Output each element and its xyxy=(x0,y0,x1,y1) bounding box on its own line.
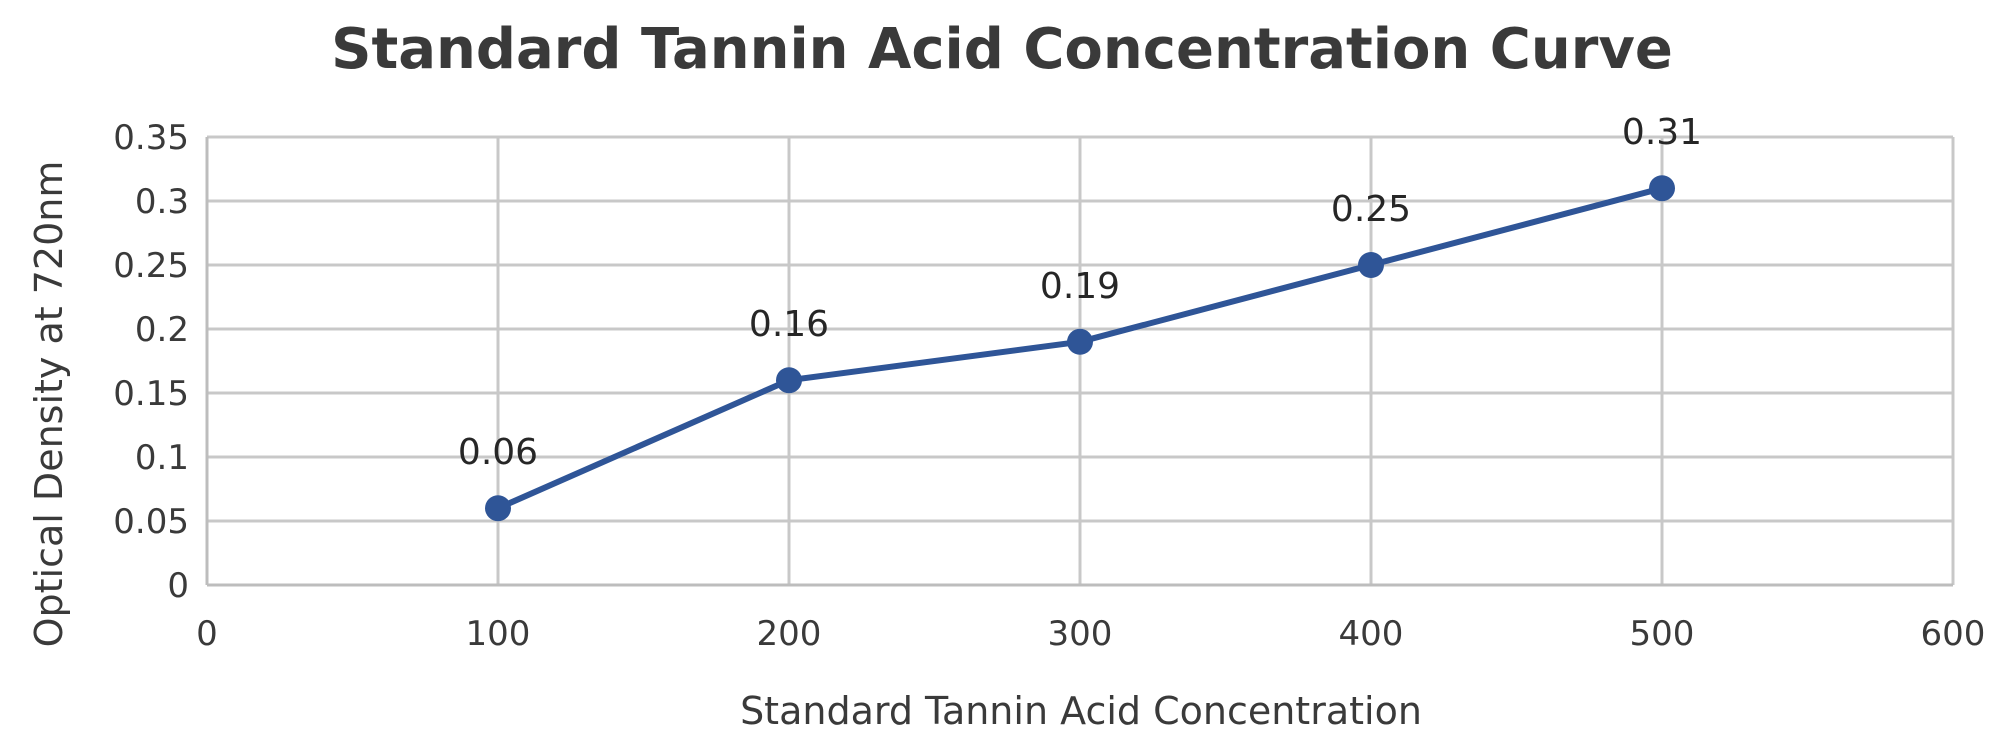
data-point xyxy=(1649,175,1675,202)
x-axis-label: Standard Tannin Acid Concentration xyxy=(740,689,1422,733)
data-label: 0.25 xyxy=(1331,189,1411,230)
x-tick-label: 600 xyxy=(1921,614,1986,654)
data-point xyxy=(1067,328,1093,355)
y-axis-label: Optical Density at 720nm xyxy=(27,161,71,648)
y-tick-label: 0.35 xyxy=(113,118,189,158)
data-label: 0.31 xyxy=(1622,112,1702,153)
x-tick-label: 400 xyxy=(1339,614,1404,654)
y-tick-label: 0.3 xyxy=(135,182,189,222)
data-label: 0.19 xyxy=(1040,266,1120,307)
x-tick-label: 500 xyxy=(1630,614,1695,654)
axes xyxy=(205,137,1953,587)
y-tick-label: 0.1 xyxy=(135,438,189,478)
chart-title: Standard Tannin Acid Concentration Curve xyxy=(331,17,1673,82)
data-point xyxy=(776,367,802,394)
data-label: 0.06 xyxy=(458,432,538,473)
data-point xyxy=(1358,252,1384,278)
series xyxy=(485,175,1675,522)
y-tick-label: 0.25 xyxy=(113,246,189,286)
x-tick-label: 100 xyxy=(466,614,531,654)
data-label: 0.16 xyxy=(749,304,829,345)
x-tick-label: 0 xyxy=(196,614,218,654)
y-tick-label: 0 xyxy=(167,566,189,606)
tick-labels: 0 0.05 0.1 0.15 0.2 0.25 0.3 0.35 0 100 200 300 400 5… xyxy=(113,118,1985,654)
y-tick-label: 0.15 xyxy=(113,374,189,414)
data-labels: 0.06 0.16 0.19 0.25 0.31 xyxy=(458,112,1702,473)
data-point xyxy=(485,495,511,522)
x-tick-label: 300 xyxy=(1048,614,1113,654)
y-tick-label: 0.05 xyxy=(113,502,189,542)
y-tick-label: 0.2 xyxy=(135,310,189,350)
x-tick-label: 200 xyxy=(757,614,822,654)
grid xyxy=(207,135,1955,585)
